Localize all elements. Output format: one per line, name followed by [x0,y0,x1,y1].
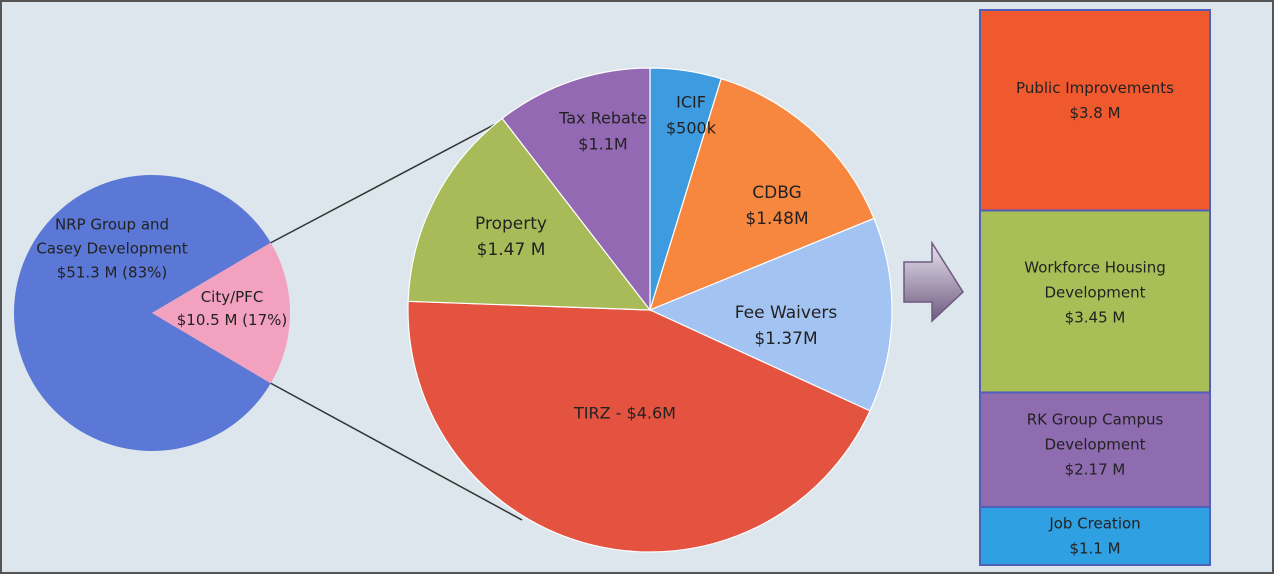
uses-stacked-column: Public Improvements $3.8 M Workforce Housi… [979,9,1211,566]
label-tirz: TIRZ - $4.6M [573,404,676,423]
label-public-improvements: Public Improvements $3.8 M [1016,79,1174,122]
label-property: Property $1.47 M [475,214,547,260]
segment-job-creation [979,505,1211,566]
slice-city-pfc [152,242,290,384]
segment-workforce-housing-development [979,209,1211,394]
label-workforce-housing-development: Workforce Housing Development $3.45 M [1024,259,1166,327]
pie-connector-lines [270,109,523,521]
connector-line-top [270,109,523,244]
slice-tax-rebate [501,67,651,312]
source-pie: NRP Group and Casey Development $51.3 M (8… [13,175,290,452]
slice-cdbg [649,77,875,312]
connector-line-bottom [270,382,523,521]
segment-public-improvements [979,9,1211,212]
label-city-pfc: City/PFC $10.5 M (17%) [177,288,287,329]
label-icif: ICIF $500k [666,93,717,138]
slice-nrp-group-and-casey-development [13,175,271,452]
segment-rk-group-campus-development [979,391,1211,508]
label-nrp-group-and-casey-development: NRP Group and Casey Development $51.3 M (8… [36,215,187,281]
label-cdbg: CDBG $1.48M [745,183,808,229]
label-tax-rebate: Tax Rebate $1.1M [558,109,647,154]
slice-tirz [407,300,871,553]
label-job-creation: Job Creation $1.1 M [1048,515,1140,558]
city-breakdown-pie: ICIF $500k CDBG $1.48M Fee Waivers $1.37M TIRZ… [407,67,893,553]
slice-property [407,117,652,311]
right-arrow-icon [903,240,964,323]
label-fee-waivers: Fee Waivers $1.37M [735,303,838,349]
slice-fee-waivers [648,217,893,412]
label-rk-group-campus-development: RK Group Campus Development $2.17 M [1027,410,1164,478]
